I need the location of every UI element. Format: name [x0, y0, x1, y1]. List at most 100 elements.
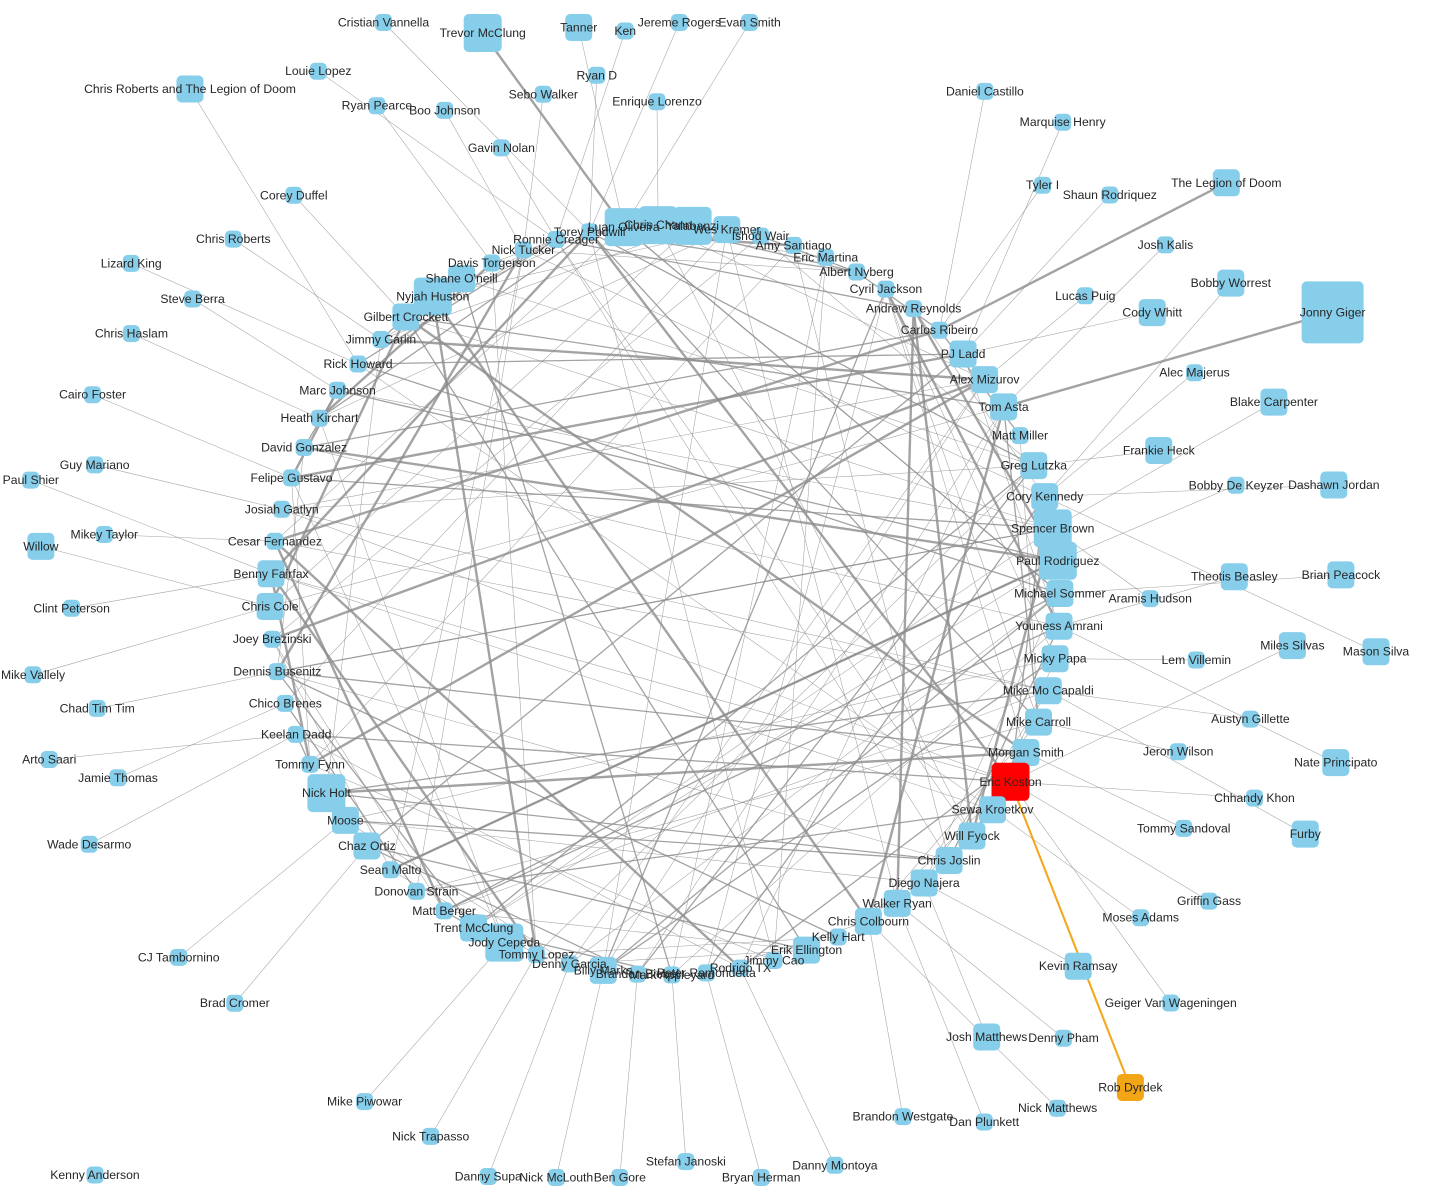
svg-text:Aramis Hudson: Aramis Hudson — [1109, 592, 1192, 606]
svg-text:Marquise Henry: Marquise Henry — [1020, 115, 1107, 129]
svg-text:Chris Cole: Chris Cole — [242, 600, 299, 614]
svg-text:Mason Silva: Mason Silva — [1343, 645, 1410, 659]
svg-text:Moose: Moose — [327, 813, 364, 827]
svg-text:Paul Rodriguez: Paul Rodriguez — [1016, 554, 1099, 568]
svg-text:David Gonzalez: David Gonzalez — [261, 441, 347, 455]
svg-text:Moses Adams: Moses Adams — [1102, 911, 1179, 925]
svg-text:Nyjah Huston: Nyjah Huston — [396, 290, 469, 304]
svg-text:Alex Mizurov: Alex Mizurov — [950, 373, 1021, 387]
svg-text:Tom Asta: Tom Asta — [979, 400, 1029, 414]
svg-text:Jonny Giger: Jonny Giger — [1300, 305, 1366, 319]
svg-text:PJ Ladd: PJ Ladd — [941, 347, 986, 361]
svg-text:Ryan Pearce: Ryan Pearce — [342, 99, 413, 113]
svg-text:Dashawn Jordan: Dashawn Jordan — [1288, 478, 1379, 492]
svg-text:Gilbert Crockett: Gilbert Crockett — [364, 310, 449, 324]
svg-text:Albert Nyberg: Albert Nyberg — [819, 265, 894, 279]
svg-text:Josh Matthews: Josh Matthews — [946, 1030, 1027, 1044]
svg-text:Willow: Willow — [23, 539, 58, 553]
svg-text:Mike Mo Capaldi: Mike Mo Capaldi — [1003, 684, 1094, 698]
svg-text:Steve Berra: Steve Berra — [160, 292, 225, 306]
svg-text:Trevor McClung: Trevor McClung — [440, 26, 526, 40]
svg-text:Josh Kalis: Josh Kalis — [1138, 238, 1194, 252]
svg-text:Gavin Nolan: Gavin Nolan — [468, 141, 535, 155]
svg-text:Spencer Brown: Spencer Brown — [1011, 521, 1094, 535]
svg-text:Sebo Walker: Sebo Walker — [509, 87, 578, 101]
svg-text:Ryan D: Ryan D — [576, 68, 617, 82]
svg-text:Jody Cepeda: Jody Cepeda — [468, 936, 540, 950]
svg-text:Furby: Furby — [1290, 827, 1322, 841]
svg-text:Diego Najera: Diego Najera — [889, 876, 960, 890]
svg-text:Felipe Gustavo: Felipe Gustavo — [251, 471, 333, 485]
svg-text:Tommy Lopez: Tommy Lopez — [498, 948, 574, 962]
svg-text:Jereme Rogers: Jereme Rogers — [638, 16, 721, 30]
svg-text:Mikey Taylor: Mikey Taylor — [71, 528, 139, 542]
svg-text:Josiah Gatlyn: Josiah Gatlyn — [245, 502, 319, 516]
svg-text:Daniel Castillo: Daniel Castillo — [946, 84, 1024, 98]
svg-text:Torey Pudwill: Torey Pudwill — [554, 225, 626, 239]
svg-text:Bryan Herman: Bryan Herman — [722, 1171, 801, 1185]
svg-text:Nate Principato: Nate Principato — [1294, 756, 1378, 770]
svg-text:Corey Duffel: Corey Duffel — [260, 188, 328, 202]
svg-text:Austyn Gillette: Austyn Gillette — [1211, 712, 1290, 726]
svg-text:Kelly Hart: Kelly Hart — [812, 930, 865, 944]
svg-text:Andrew Reynolds: Andrew Reynolds — [866, 302, 962, 316]
svg-text:Brandon Westgate: Brandon Westgate — [853, 1110, 954, 1124]
svg-text:Mike Piwowar: Mike Piwowar — [327, 1095, 402, 1109]
svg-text:Chico Brenes: Chico Brenes — [249, 696, 322, 710]
svg-text:Cyril Jackson: Cyril Jackson — [850, 282, 922, 296]
svg-text:Evan Smith: Evan Smith — [718, 16, 780, 30]
svg-text:Shane O'neill: Shane O'neill — [426, 272, 498, 286]
svg-text:Chhandy Khon: Chhandy Khon — [1214, 791, 1295, 805]
svg-text:Lucas Puig: Lucas Puig — [1055, 289, 1115, 303]
svg-text:Bobby Worrest: Bobby Worrest — [1191, 276, 1272, 290]
svg-text:Kevin Ramsay: Kevin Ramsay — [1039, 959, 1118, 973]
svg-text:Eric Koston: Eric Koston — [979, 775, 1041, 789]
svg-text:Davis Torgerson: Davis Torgerson — [448, 256, 536, 270]
svg-text:Chaz Ortiz: Chaz Ortiz — [338, 839, 396, 853]
svg-text:Alec Majerus: Alec Majerus — [1159, 366, 1229, 380]
svg-text:Carlos Ribeiro: Carlos Ribeiro — [901, 323, 978, 337]
svg-text:Lem Villemin: Lem Villemin — [1162, 653, 1232, 667]
svg-text:Tyler I: Tyler I — [1026, 178, 1059, 192]
svg-text:Matt Miller: Matt Miller — [992, 429, 1048, 443]
svg-text:Guy Mariano: Guy Mariano — [60, 458, 130, 472]
svg-text:Sean Malto: Sean Malto — [360, 863, 422, 877]
svg-text:Joey Brezinski: Joey Brezinski — [233, 632, 312, 646]
svg-text:Cody Whitt: Cody Whitt — [1122, 306, 1182, 320]
svg-text:Chris Roberts: Chris Roberts — [196, 232, 271, 246]
svg-text:Paul Shier: Paul Shier — [3, 473, 59, 487]
svg-text:Chris Colbourn: Chris Colbourn — [828, 914, 909, 928]
svg-text:Bobby De Keyzer: Bobby De Keyzer — [1189, 478, 1284, 492]
svg-text:Miles Silvas: Miles Silvas — [1260, 639, 1324, 653]
svg-text:Rick Howard: Rick Howard — [323, 357, 392, 371]
svg-text:Walker Ryan: Walker Ryan — [863, 896, 932, 910]
svg-text:Donovan Strain: Donovan Strain — [374, 884, 458, 898]
svg-text:Nick Matthews: Nick Matthews — [1018, 1101, 1097, 1115]
svg-text:Chris Roberts and The Legion o: Chris Roberts and The Legion of Doom — [84, 82, 296, 96]
svg-text:Greg Lutzka: Greg Lutzka — [1001, 459, 1068, 473]
svg-text:Danny Montoya: Danny Montoya — [792, 1158, 878, 1172]
svg-text:CJ Tambornino: CJ Tambornino — [138, 950, 220, 964]
svg-text:Eric Martina: Eric Martina — [793, 250, 858, 264]
svg-text:Griffin Gass: Griffin Gass — [1177, 894, 1241, 908]
svg-text:Arto Saari: Arto Saari — [22, 753, 76, 767]
svg-text:Heath Kirchart: Heath Kirchart — [281, 411, 360, 425]
svg-text:Frankie Heck: Frankie Heck — [1123, 444, 1196, 458]
svg-text:Tanner: Tanner — [560, 21, 597, 35]
svg-text:Clint Peterson: Clint Peterson — [33, 601, 110, 615]
svg-text:Mike Vallely: Mike Vallely — [1, 668, 66, 682]
svg-text:Chris Haslam: Chris Haslam — [95, 327, 168, 341]
svg-text:Blake Carpenter: Blake Carpenter — [1230, 395, 1318, 409]
svg-text:Marc Johnson: Marc Johnson — [299, 383, 376, 397]
svg-text:Michael Sommer: Michael Sommer — [1014, 587, 1105, 601]
svg-text:Jamie Thomas: Jamie Thomas — [78, 771, 158, 785]
svg-text:Benny Fairfax: Benny Fairfax — [233, 567, 308, 581]
svg-text:Sewa Kroetkov: Sewa Kroetkov — [952, 803, 1035, 817]
svg-text:Chad Tim Tim: Chad Tim Tim — [60, 701, 135, 715]
svg-text:The Legion of Doom: The Legion of Doom — [1171, 176, 1281, 190]
svg-text:Rob Dyrdek: Rob Dyrdek — [1098, 1081, 1163, 1095]
svg-text:Stefan Janoski: Stefan Janoski — [646, 1155, 726, 1169]
svg-text:Tommy Sandoval: Tommy Sandoval — [1137, 821, 1230, 835]
svg-text:Cory Kennedy: Cory Kennedy — [1006, 490, 1084, 504]
svg-text:Youness Amrani: Youness Amrani — [1015, 619, 1103, 633]
